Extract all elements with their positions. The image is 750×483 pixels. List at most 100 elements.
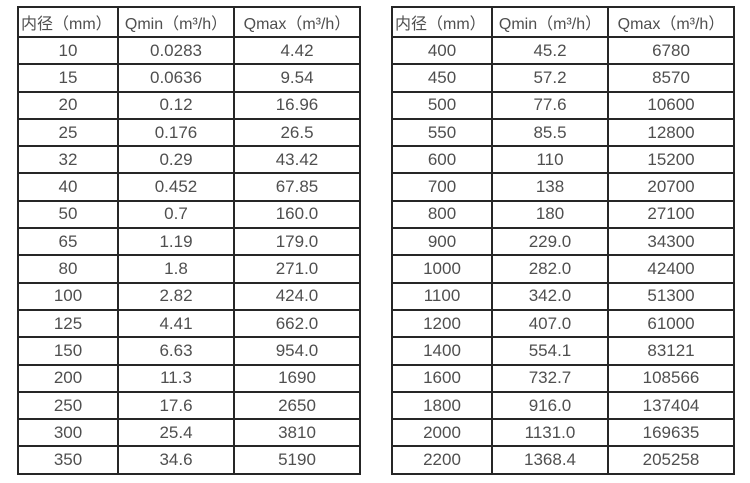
table-cell: 1100 [391,281,493,311]
table-cell: 200 [17,363,119,393]
table-row: 1600 732.7 108566 [391,363,735,393]
table-cell: 50 [17,199,119,230]
table-row: 25 0.176 26.5 [17,117,361,148]
table-cell: 169635 [607,418,735,448]
table-cell: 15200 [607,145,735,175]
column-header: 内径（mm） [17,6,119,38]
table-cell: 500 [391,90,493,120]
table-cell: 125 [17,308,119,339]
table-cell: 1368.4 [491,445,609,475]
table-cell: 45.2 [491,35,609,66]
table-cell: 137404 [607,390,735,421]
table-cell: 160.0 [233,199,361,230]
table-cell: 282.0 [491,254,609,284]
table-row: 150 6.63 954.0 [17,336,361,366]
table-cell: 180 [491,199,609,230]
table-row: 2200 1368.4 205258 [391,445,735,475]
table-row: 2000 1131.0 169635 [391,418,735,448]
table-row: 1400 554.1 83121 [391,336,735,366]
table-cell: 42400 [607,254,735,284]
table-cell: 110 [491,145,609,175]
table-header-row: 内径（mm） Qmin（m³/h） Qmax（m³/h） [391,6,735,38]
table-cell: 800 [391,199,493,230]
table-row: 65 1.19 179.0 [17,227,361,257]
table-cell: 450 [391,63,493,93]
table-cell: 65 [17,227,119,257]
table-cell: 51300 [607,281,735,311]
table-row: 1800 916.0 137404 [391,390,735,421]
table-row: 15 0.0636 9.54 [17,63,361,93]
table-cell: 1.19 [117,227,235,257]
table-cell: 1.8 [117,254,235,284]
table-cell: 350 [17,445,119,475]
table-cell: 16.96 [233,90,361,120]
table-row: 1100 342.0 51300 [391,281,735,311]
table-cell: 1200 [391,308,493,339]
column-header: Qmin（m³/h） [117,6,235,38]
table-row: 100 2.82 424.0 [17,281,361,311]
table-cell: 0.452 [117,172,235,202]
table-cell: 205258 [607,445,735,475]
table-cell: 67.85 [233,172,361,202]
table-cell: 5190 [233,445,361,475]
table-cell: 1131.0 [491,418,609,448]
table-cell: 0.176 [117,117,235,148]
table-cell: 3810 [233,418,361,448]
table-row: 80 1.8 271.0 [17,254,361,284]
table-row: 800 180 27100 [391,199,735,230]
table-cell: 400 [391,35,493,66]
table-cell: 34.6 [117,445,235,475]
table-cell: 8570 [607,63,735,93]
table-cell: 0.0636 [117,63,235,93]
table-cell: 0.12 [117,90,235,120]
table-cell: 1800 [391,390,493,421]
table-row: 10 0.0283 4.42 [17,35,361,66]
table-cell: 424.0 [233,281,361,311]
table-row: 40 0.452 67.85 [17,172,361,202]
table-row: 350 34.6 5190 [17,445,361,475]
table-cell: 25.4 [117,418,235,448]
table-cell: 57.2 [491,63,609,93]
table-cell: 0.29 [117,145,235,175]
table-row: 250 17.6 2650 [17,390,361,421]
table-cell: 85.5 [491,117,609,148]
table-row: 600 110 15200 [391,145,735,175]
table-row: 450 57.2 8570 [391,63,735,93]
table-cell: 77.6 [491,90,609,120]
table-cell: 407.0 [491,308,609,339]
flow-spec-table-right: 内径（mm） Qmin（m³/h） Qmax（m³/h） 400 45.2 6780 45… [391,6,735,475]
table-cell: 954.0 [233,336,361,366]
table-cell: 12800 [607,117,735,148]
column-header: Qmin（m³/h） [491,6,609,38]
table-cell: 150 [17,336,119,366]
table-row: 550 85.5 12800 [391,117,735,148]
table-cell: 108566 [607,363,735,393]
column-header: Qmax（m³/h） [233,6,361,38]
table-cell: 61000 [607,308,735,339]
table-body: 10 0.0283 4.42 15 0.0636 9.54 20 0.12 16.96 25 0.1… [17,35,361,475]
table-cell: 6.63 [117,336,235,366]
header-row: 内径（mm） Qmin（m³/h） Qmax（m³/h） [17,6,361,38]
table-cell: 2000 [391,418,493,448]
table-row: 1000 282.0 42400 [391,254,735,284]
table-cell: 700 [391,172,493,202]
table-cell: 15 [17,63,119,93]
table-cell: 179.0 [233,227,361,257]
table-cell: 11.3 [117,363,235,393]
table-cell: 2650 [233,390,361,421]
table-cell: 0.7 [117,199,235,230]
table-cell: 900 [391,227,493,257]
table-cell: 2.82 [117,281,235,311]
table-cell: 34300 [607,227,735,257]
table-cell: 342.0 [491,281,609,311]
table-cell: 1600 [391,363,493,393]
table-cell: 100 [17,281,119,311]
table-cell: 600 [391,145,493,175]
column-header: 内径（mm） [391,6,493,38]
table-cell: 554.1 [491,336,609,366]
table-row: 500 77.6 10600 [391,90,735,120]
table-cell: 9.54 [233,63,361,93]
table-row: 700 138 20700 [391,172,735,202]
table-cell: 10 [17,35,119,66]
